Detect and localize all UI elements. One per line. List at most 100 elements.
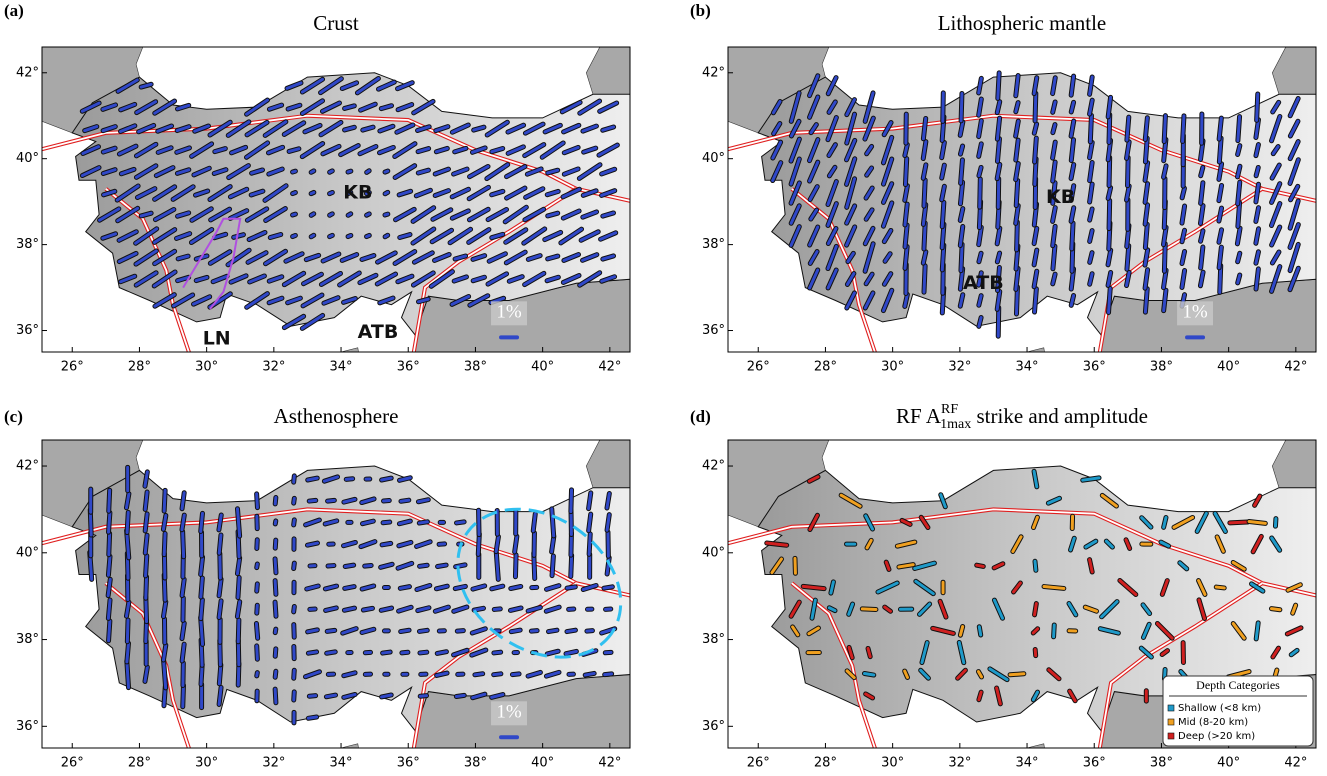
vector-stick xyxy=(308,717,316,718)
vector-stick xyxy=(308,652,316,653)
vector-stick xyxy=(275,629,276,633)
legend-swatch xyxy=(1168,705,1174,711)
vector-stick xyxy=(1145,224,1147,247)
vector-stick xyxy=(330,171,333,172)
vector-stick xyxy=(109,533,110,554)
vector-stick xyxy=(977,565,984,566)
panel-title: Asthenosphere xyxy=(274,404,399,428)
vector-stick xyxy=(419,630,427,631)
x-tick-label: 38° xyxy=(1150,360,1173,375)
vector-stick xyxy=(367,171,369,173)
vector-stick xyxy=(998,73,999,98)
vector-stick xyxy=(330,235,333,236)
x-tick-label: 34° xyxy=(330,360,353,375)
vector-stick xyxy=(1201,167,1203,175)
vector-stick xyxy=(961,244,962,270)
vector-stick xyxy=(311,192,314,193)
map-area: 1% xyxy=(39,431,650,765)
vector-stick xyxy=(571,490,572,512)
x-tick-label: 28° xyxy=(128,360,151,375)
vector-stick xyxy=(438,565,447,566)
vector-stick xyxy=(145,492,147,509)
vector-stick xyxy=(1219,138,1221,162)
vector-stick xyxy=(182,493,184,509)
y-tick-label: 42° xyxy=(16,459,39,474)
vector-stick xyxy=(979,167,981,175)
vector-stick xyxy=(1053,125,1055,133)
vector-stick xyxy=(604,587,612,588)
vector-stick xyxy=(1238,117,1240,141)
vector-stick xyxy=(385,235,388,237)
vector-stick xyxy=(1249,521,1265,523)
vector-stick xyxy=(219,579,221,596)
scale-label: 1% xyxy=(1182,302,1208,323)
vector-stick xyxy=(146,556,147,576)
vector-stick xyxy=(589,534,590,554)
vector-stick xyxy=(308,630,318,632)
vector-stick xyxy=(385,192,388,193)
vector-stick xyxy=(146,577,147,598)
vector-stick xyxy=(496,552,498,579)
panel-label: (d) xyxy=(690,407,711,426)
x-tick-label: 34° xyxy=(330,756,353,771)
x-tick-label: 30° xyxy=(195,756,218,771)
vector-stick xyxy=(585,673,594,675)
vector-stick xyxy=(1109,200,1110,228)
vector-stick xyxy=(293,235,296,236)
vector-stick xyxy=(183,531,184,556)
vector-stick xyxy=(311,214,314,216)
vector-stick xyxy=(420,696,426,697)
vector-stick xyxy=(1035,138,1037,162)
vector-stick xyxy=(382,543,391,544)
vector-stick xyxy=(419,522,427,523)
vector-stick xyxy=(1109,288,1111,312)
vector-stick xyxy=(1044,587,1064,589)
vector-stick xyxy=(220,554,221,578)
annotation: LN xyxy=(203,328,231,350)
vector-stick xyxy=(275,671,276,677)
vector-stick xyxy=(294,476,295,482)
vector-stick xyxy=(1230,522,1248,523)
vector-stick xyxy=(326,695,335,697)
x-tick-label: 42° xyxy=(598,360,621,375)
vector-stick xyxy=(385,171,388,172)
y-tick-label: 36° xyxy=(16,719,39,734)
vector-stick xyxy=(348,214,351,215)
vector-stick xyxy=(1127,246,1129,269)
vector-stick xyxy=(257,673,258,676)
x-tick-label: 36° xyxy=(397,756,420,771)
vector-stick xyxy=(1164,116,1165,142)
vector-stick xyxy=(363,608,372,610)
vector-stick xyxy=(348,171,351,172)
vector-stick xyxy=(309,500,316,501)
vector-stick xyxy=(275,540,276,548)
vector-stick xyxy=(201,557,203,574)
x-tick-label: 38° xyxy=(464,360,487,375)
vector-stick xyxy=(1035,604,1037,615)
vector-stick xyxy=(401,630,409,631)
vector-stick xyxy=(979,627,980,635)
vector-stick xyxy=(257,564,258,568)
vector-stick xyxy=(294,670,295,678)
vector-stick xyxy=(1090,115,1091,141)
vector-stick xyxy=(327,630,335,631)
vector-stick xyxy=(311,235,314,237)
panel-label: (c) xyxy=(4,407,23,426)
x-tick-label: 42° xyxy=(1284,360,1307,375)
vector-stick xyxy=(1010,674,1024,675)
y-tick-label: 40° xyxy=(16,151,39,166)
vector-stick xyxy=(511,586,521,588)
vector-stick xyxy=(868,648,870,656)
vector-stick xyxy=(862,609,876,610)
panel-title: RF ARF1max strike and amplitude xyxy=(896,402,1148,432)
vector-stick xyxy=(1257,94,1258,120)
x-tick-label: 32° xyxy=(948,756,971,771)
vector-stick xyxy=(219,601,221,618)
vector-stick xyxy=(382,695,392,697)
panel-title: Lithospheric mantle xyxy=(938,11,1107,35)
vector-stick xyxy=(127,661,129,688)
vector-stick xyxy=(348,235,351,236)
vector-stick xyxy=(420,565,428,566)
vector-stick xyxy=(1035,561,1036,570)
vector-stick xyxy=(275,521,276,524)
